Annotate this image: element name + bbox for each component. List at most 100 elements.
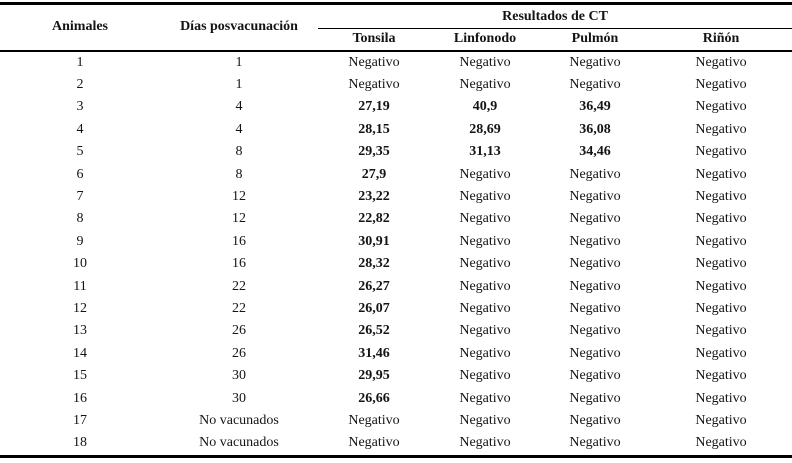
ct-pulmon: Negativo <box>569 256 621 272</box>
ct-linfonodo: Negativo <box>459 211 511 227</box>
ct-pulmon: Negativo <box>569 189 621 205</box>
ct-linfonodo: Negativo <box>459 77 511 93</box>
table-row: 11 22 26,27 Negativo Negativo Negativo <box>0 275 792 297</box>
table-row: 7 12 23,22 Negativo Negativo Negativo <box>0 186 792 208</box>
table-row: 4 4 28,15 28,69 36,08 Negativo <box>0 119 792 141</box>
ct-pulmon: Negativo <box>569 300 621 316</box>
ct-pulmon: Negativo <box>569 412 621 428</box>
table-header: Animales Días posvacunación Resultados d… <box>0 3 792 52</box>
ct-rinon: Negativo <box>695 278 747 294</box>
days-postvaccination: No vacunados <box>199 435 279 451</box>
col-header-linfonodo: Linfonodo <box>430 28 540 52</box>
ct-pulmon: Negativo <box>569 323 621 339</box>
ct-linfonodo: Negativo <box>459 390 511 406</box>
days-postvaccination: 12 <box>232 189 246 205</box>
ct-tonsila: 31,46 <box>358 345 390 361</box>
ct-pulmon: Negativo <box>569 77 621 93</box>
ct-tonsila: 26,66 <box>358 390 390 406</box>
days-postvaccination: 8 <box>235 144 243 160</box>
ct-rinon: Negativo <box>695 390 747 406</box>
ct-linfonodo: Negativo <box>459 233 511 249</box>
animal-id: 6 <box>76 166 84 182</box>
ct-rinon: Negativo <box>695 144 747 160</box>
days-postvaccination: 16 <box>232 256 246 272</box>
ct-pulmon: Negativo <box>569 390 621 406</box>
ct-linfonodo: Negativo <box>459 189 511 205</box>
ct-tonsila: 26,52 <box>358 323 390 339</box>
col-header-dias-posvacunacion: Días posvacunación <box>160 3 318 52</box>
ct-rinon: Negativo <box>695 77 747 93</box>
ct-pulmon: Negativo <box>569 435 621 451</box>
ct-tonsila: 23,22 <box>358 189 390 205</box>
ct-tonsila: Negativo <box>348 54 400 70</box>
ct-tonsila: Negativo <box>348 77 400 93</box>
days-postvaccination: 22 <box>232 300 246 316</box>
animal-id: 10 <box>73 256 87 272</box>
animal-id: 3 <box>76 99 84 115</box>
ct-linfonodo: 31,13 <box>469 144 501 160</box>
table-row: 10 16 28,32 Negativo Negativo Negativo <box>0 253 792 275</box>
ct-tonsila: 26,27 <box>358 278 390 294</box>
animal-id: 5 <box>76 144 84 160</box>
ct-tonsila: 26,07 <box>358 300 390 316</box>
animal-id: 8 <box>76 211 84 227</box>
table-row: 16 30 26,66 Negativo Negativo Negativo <box>0 387 792 409</box>
ct-tonsila: 27,9 <box>361 166 387 182</box>
animal-id: 15 <box>73 368 87 384</box>
days-postvaccination: 16 <box>232 233 246 249</box>
col-header-rinon: Riñón <box>650 28 792 52</box>
animal-id: 13 <box>73 323 87 339</box>
animal-id: 11 <box>73 278 87 294</box>
table-row: 15 30 29,95 Negativo Negativo Negativo <box>0 365 792 387</box>
ct-rinon: Negativo <box>695 99 747 115</box>
animal-id: 9 <box>76 233 84 249</box>
ct-rinon: Negativo <box>695 256 747 272</box>
ct-rinon: Negativo <box>695 211 747 227</box>
ct-linfonodo: Negativo <box>459 435 511 451</box>
days-postvaccination: 30 <box>232 390 246 406</box>
days-postvaccination: 12 <box>232 211 246 227</box>
ct-rinon: Negativo <box>695 300 747 316</box>
col-header-pulmon: Pulmón <box>540 28 650 52</box>
table-row: 3 4 27,19 40,9 36,49 Negativo <box>0 96 792 118</box>
ct-rinon: Negativo <box>695 121 747 137</box>
ct-rinon: Negativo <box>695 54 747 70</box>
ct-rinon: Negativo <box>695 345 747 361</box>
days-postvaccination: 26 <box>232 345 246 361</box>
animal-id: 16 <box>73 390 87 406</box>
ct-rinon: Negativo <box>695 368 747 384</box>
ct-pulmon: Negativo <box>569 54 621 70</box>
ct-tonsila: 28,32 <box>358 256 390 272</box>
ct-linfonodo: Negativo <box>459 166 511 182</box>
ct-pulmon: Negativo <box>569 233 621 249</box>
ct-tonsila: 30,91 <box>358 233 390 249</box>
animal-id: 4 <box>76 121 84 137</box>
ct-rinon: Negativo <box>695 435 747 451</box>
ct-pulmon: 36,49 <box>579 99 611 115</box>
ct-tonsila: Negativo <box>348 435 400 451</box>
ct-tonsila: 27,19 <box>358 99 390 115</box>
ct-tonsila: 29,35 <box>358 144 390 160</box>
col-group-resultados-ct: Resultados de CT <box>318 3 792 29</box>
ct-pulmon: Negativo <box>569 211 621 227</box>
table-row: 9 16 30,91 Negativo Negativo Negativo <box>0 231 792 253</box>
days-postvaccination: 8 <box>235 166 243 182</box>
ct-tonsila: 28,15 <box>358 121 390 137</box>
days-postvaccination: 30 <box>232 368 246 384</box>
ct-linfonodo: Negativo <box>459 300 511 316</box>
days-postvaccination: 26 <box>232 323 246 339</box>
ct-pulmon: 36,08 <box>579 121 611 137</box>
ct-linfonodo: Negativo <box>459 54 511 70</box>
ct-linfonodo: Negativo <box>459 323 511 339</box>
table-row: 14 26 31,46 Negativo Negativo Negativo <box>0 343 792 365</box>
animal-id: 18 <box>73 435 87 451</box>
days-postvaccination: 4 <box>235 99 243 115</box>
ct-rinon: Negativo <box>695 166 747 182</box>
table-row: 18 No vacunados Negativo Negativo Negativo Ne… <box>0 432 792 456</box>
table-row: 12 22 26,07 Negativo Negativo Negativo <box>0 298 792 320</box>
days-postvaccination: 22 <box>232 278 246 294</box>
ct-pulmon: Negativo <box>569 368 621 384</box>
ct-tonsila: 22,82 <box>358 211 390 227</box>
